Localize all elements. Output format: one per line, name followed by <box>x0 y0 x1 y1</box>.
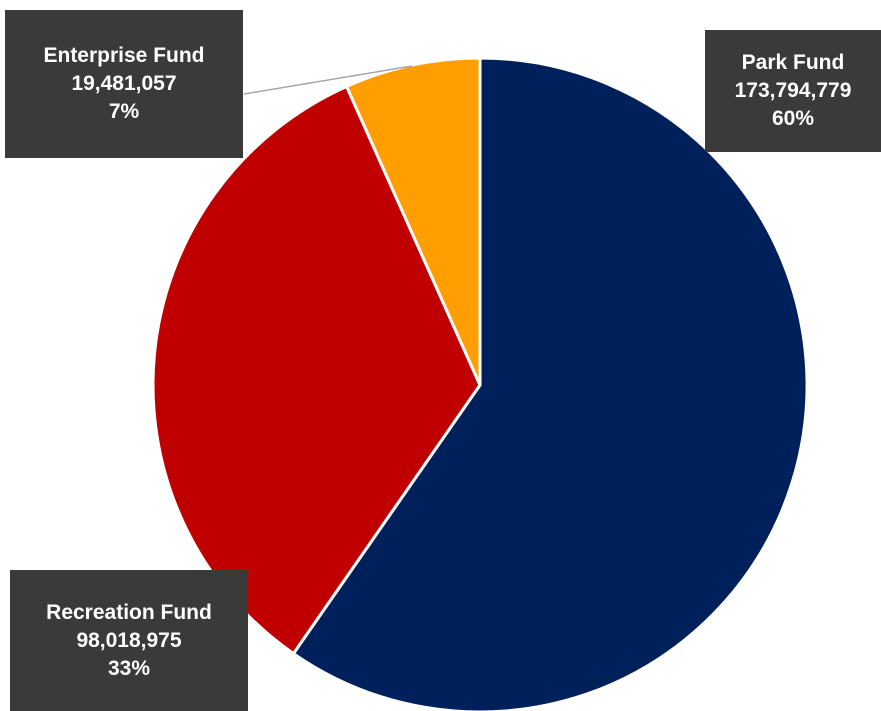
enterprise-fund-name: Enterprise Fund <box>43 44 205 67</box>
enterprise-fund-value: 19,481,057 <box>71 72 177 95</box>
park-fund-value: 173,794,779 <box>734 79 852 102</box>
enterprise-fund-leader-line <box>243 65 413 95</box>
enterprise-fund-data-label: Enterprise Fund 19,481,057 7% <box>5 10 243 158</box>
park-fund-data-label: Park Fund 173,794,779 60% <box>705 30 881 152</box>
recreation-fund-name: Recreation Fund <box>46 600 212 624</box>
park-fund-percent: 60% <box>771 107 815 130</box>
recreation-fund-data-label: Recreation Fund 98,018,975 33% <box>10 570 248 711</box>
enterprise-fund-slice <box>345 56 482 387</box>
park-fund-name: Park Fund <box>741 51 845 74</box>
recreation-fund-percent: 33% <box>107 656 151 680</box>
recreation-fund-value: 98,018,975 <box>76 628 182 652</box>
enterprise-fund-percent: 7% <box>108 100 140 123</box>
park-fund-slice <box>291 56 809 711</box>
pie-slices <box>151 56 809 711</box>
